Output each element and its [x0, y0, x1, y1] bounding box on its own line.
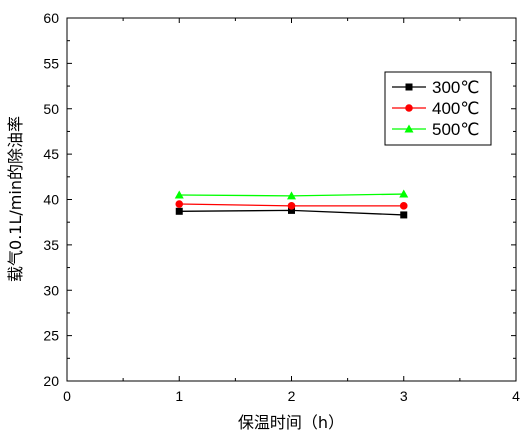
data-point [175, 207, 183, 215]
x-tick-label: 2 [288, 388, 296, 404]
legend-label: 400℃ [432, 99, 479, 118]
series-group [174, 189, 409, 219]
y-tick-label: 55 [43, 55, 59, 71]
y-tick-label: 50 [43, 101, 59, 117]
y-tick-label: 20 [43, 373, 59, 389]
legend-label: 500℃ [432, 120, 479, 139]
x-tick-label: 4 [512, 388, 520, 404]
x-tick-label: 3 [400, 388, 408, 404]
axis-ticks [66, 17, 517, 382]
series-1 [175, 200, 408, 210]
data-point [174, 190, 184, 199]
data-point [399, 189, 409, 198]
series-0 [175, 206, 408, 219]
legend-entry: 500℃ [392, 120, 479, 139]
legend-marker [405, 83, 413, 91]
legend: 300℃ 400℃ 500℃ [384, 71, 492, 146]
y-tick-label: 40 [43, 192, 59, 208]
y-tick-label: 30 [43, 282, 59, 298]
y-tick-label: 60 [43, 10, 59, 26]
x-tick-label: 0 [63, 388, 71, 404]
axis-tick-labels: 0 1 2 3 4 20 25 30 35 40 45 50 55 60 [43, 10, 520, 404]
y-tick-label: 35 [43, 237, 59, 253]
series-2 [174, 189, 409, 200]
legend-entry: 400℃ [392, 99, 479, 118]
legend-label: 300℃ [432, 78, 479, 97]
y-tick-label: 45 [43, 146, 59, 162]
data-point [175, 200, 184, 208]
legend-entry: 300℃ [392, 78, 479, 97]
y-tick-label: 25 [43, 328, 59, 344]
legend-marker [405, 104, 413, 112]
x-tick-label: 1 [175, 388, 183, 404]
data-point [399, 202, 408, 210]
data-point [287, 191, 296, 200]
x-axis-title: 保温时间（h） [238, 413, 344, 432]
legend-marker [404, 124, 414, 133]
data-point [400, 211, 408, 219]
data-point [287, 202, 296, 210]
y-axis-title: 载气0.1L/min的除油率 [6, 116, 25, 282]
data-point [288, 206, 295, 214]
